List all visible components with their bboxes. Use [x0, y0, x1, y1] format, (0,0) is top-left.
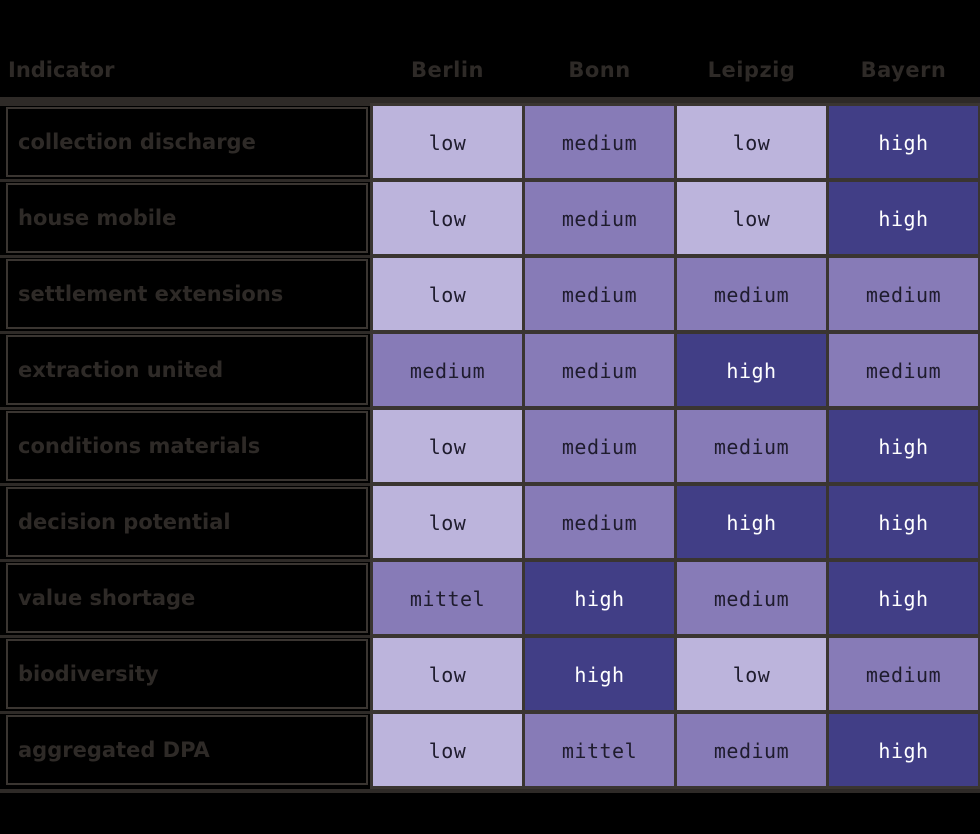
row-label: conditions materials [6, 411, 368, 481]
heatmap-cell: medium [524, 409, 675, 483]
heatmap-cell: medium [676, 713, 827, 787]
column-header-berlin: Berlin [411, 58, 484, 82]
row-label: aggregated DPA [6, 715, 368, 785]
heatmap-cell: low [372, 105, 523, 179]
heatmap-cell: low [372, 409, 523, 483]
heatmap-cell: low [372, 713, 523, 787]
row-separator [0, 407, 370, 410]
heatmap-cell: high [828, 485, 979, 559]
column-header-bayern: Bayern [860, 58, 947, 82]
heatmap-cell: medium [372, 333, 523, 407]
heatmap-cell: medium [676, 561, 827, 635]
heatmap-cell: mittel [524, 713, 675, 787]
corner-header: Indicator [8, 58, 115, 82]
row-separator [0, 255, 370, 258]
heatmap-cell: high [524, 637, 675, 711]
heatmap-cell: medium [524, 485, 675, 559]
row-separator [0, 559, 370, 562]
heatmap-cell: high [828, 105, 979, 179]
heatmap-cell: low [372, 257, 523, 331]
row-label: collection discharge [6, 107, 368, 177]
row-separator [0, 103, 370, 106]
column-header-bonn: Bonn [568, 58, 631, 82]
heatmap-cell: medium [676, 257, 827, 331]
heatmap-cell: low [676, 105, 827, 179]
heatmap-cell: medium [524, 181, 675, 255]
heatmap-cell: medium [828, 257, 979, 331]
heatmap-cell: mittel [372, 561, 523, 635]
heatmap-grid: low medium low high low medium low high low mediu… [370, 103, 980, 791]
row-label: value shortage [6, 563, 368, 633]
row-label: extraction united [6, 335, 368, 405]
row-separator [0, 179, 370, 182]
heatmap-cell: high [828, 409, 979, 483]
row-label: biodiversity [6, 639, 368, 709]
heatmap-cell: low [676, 637, 827, 711]
row-separator [0, 711, 370, 714]
row-separator [0, 635, 370, 638]
row-label: settlement extensions [6, 259, 368, 329]
heatmap-cell: medium [524, 333, 675, 407]
heatmap-cell: high [524, 561, 675, 635]
bottom-divider [0, 789, 980, 793]
heatmap-cell: medium [828, 333, 979, 407]
heatmap-cell: low [676, 181, 827, 255]
header-divider [0, 97, 980, 103]
heatmap-cell: high [828, 181, 979, 255]
row-label: house mobile [6, 183, 368, 253]
heatmap-cell: low [372, 485, 523, 559]
heatmap-cell: low [372, 181, 523, 255]
heatmap-cell: high [676, 333, 827, 407]
heatmap-cell: medium [524, 105, 675, 179]
row-separator [0, 331, 370, 334]
heatmap-cell: medium [828, 637, 979, 711]
heatmap-cell: high [676, 485, 827, 559]
heatmap-cell: medium [676, 409, 827, 483]
heatmap-cell: high [828, 713, 979, 787]
heatmap-cell: medium [524, 257, 675, 331]
heatmap-cell: low [372, 637, 523, 711]
row-separator [0, 483, 370, 486]
column-header-leipzig: Leipzig [707, 58, 796, 82]
row-label: decision potential [6, 487, 368, 557]
heatmap-cell: high [828, 561, 979, 635]
